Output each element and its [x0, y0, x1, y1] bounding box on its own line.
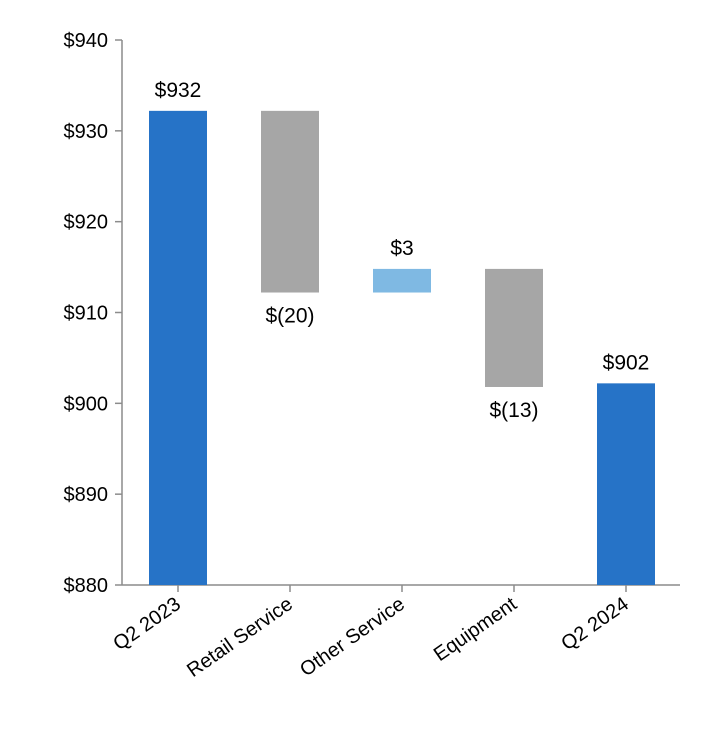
y-tick-label: $940: [64, 30, 109, 52]
y-tick-label: $890: [64, 484, 109, 506]
y-tick-label: $900: [64, 393, 109, 415]
x-tick-label: Equipment: [430, 593, 521, 666]
x-tick-label: Other Service: [296, 593, 409, 681]
data-labels: $932 $(20) $3 $(13) $902: [155, 79, 650, 422]
data-label: $3: [390, 237, 413, 260]
y-tick-label: $880: [64, 575, 109, 597]
waterfall-bars: [149, 110, 655, 585]
y-tick-label: $930: [64, 121, 109, 143]
x-tick-label: Retail Service: [183, 593, 297, 682]
x-tick-label: Q2 2024: [557, 593, 632, 655]
data-label: $(20): [265, 305, 314, 328]
data-label: $(13): [489, 399, 538, 422]
bar-total: [149, 110, 207, 585]
y-tick-label: $910: [64, 303, 109, 325]
bar-decrease: [485, 268, 543, 387]
bar-total: [597, 383, 655, 585]
data-label: $932: [155, 79, 202, 102]
x-tick-label: Q2 2023: [109, 593, 184, 655]
bar-increase: [373, 268, 431, 293]
y-axis-ticks: $880 $890 $900 $910 $920 $930 $940: [64, 30, 122, 597]
bar-decrease: [261, 110, 319, 293]
y-tick-label: $920: [64, 212, 109, 234]
data-label: $902: [603, 351, 650, 374]
